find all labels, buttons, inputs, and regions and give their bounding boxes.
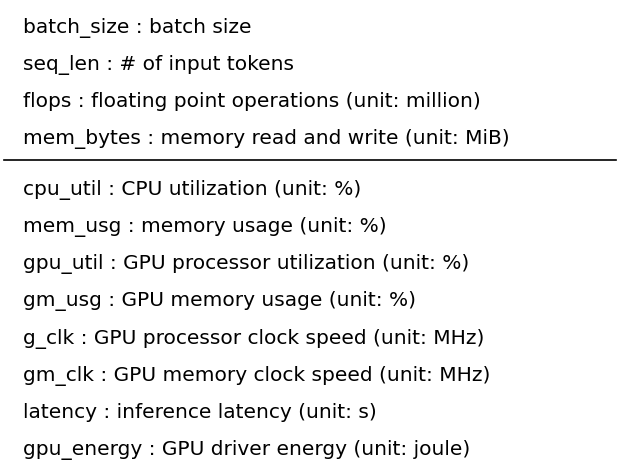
Text: batch_size : batch size: batch_size : batch size (23, 18, 251, 38)
Text: flops : floating point operations (unit: million): flops : floating point operations (unit:… (23, 92, 480, 111)
Text: g_clk : GPU processor clock speed (unit: MHz): g_clk : GPU processor clock speed (unit:… (23, 329, 484, 349)
Text: mem_bytes : memory read and write (unit: MiB): mem_bytes : memory read and write (unit:… (23, 130, 509, 149)
Text: seq_len : # of input tokens: seq_len : # of input tokens (23, 55, 293, 75)
Text: mem_usg : memory usage (unit: %): mem_usg : memory usage (unit: %) (23, 217, 386, 237)
Text: gpu_util : GPU processor utilization (unit: %): gpu_util : GPU processor utilization (un… (23, 254, 469, 274)
Text: gpu_energy : GPU driver energy (unit: joule): gpu_energy : GPU driver energy (unit: jo… (23, 440, 470, 460)
Text: cpu_util : CPU utilization (unit: %): cpu_util : CPU utilization (unit: %) (23, 180, 361, 200)
Text: latency : inference latency (unit: s): latency : inference latency (unit: s) (23, 403, 376, 422)
Text: gm_usg : GPU memory usage (unit: %): gm_usg : GPU memory usage (unit: %) (23, 291, 415, 311)
Text: gm_clk : GPU memory clock speed (unit: MHz): gm_clk : GPU memory clock speed (unit: M… (23, 366, 490, 386)
